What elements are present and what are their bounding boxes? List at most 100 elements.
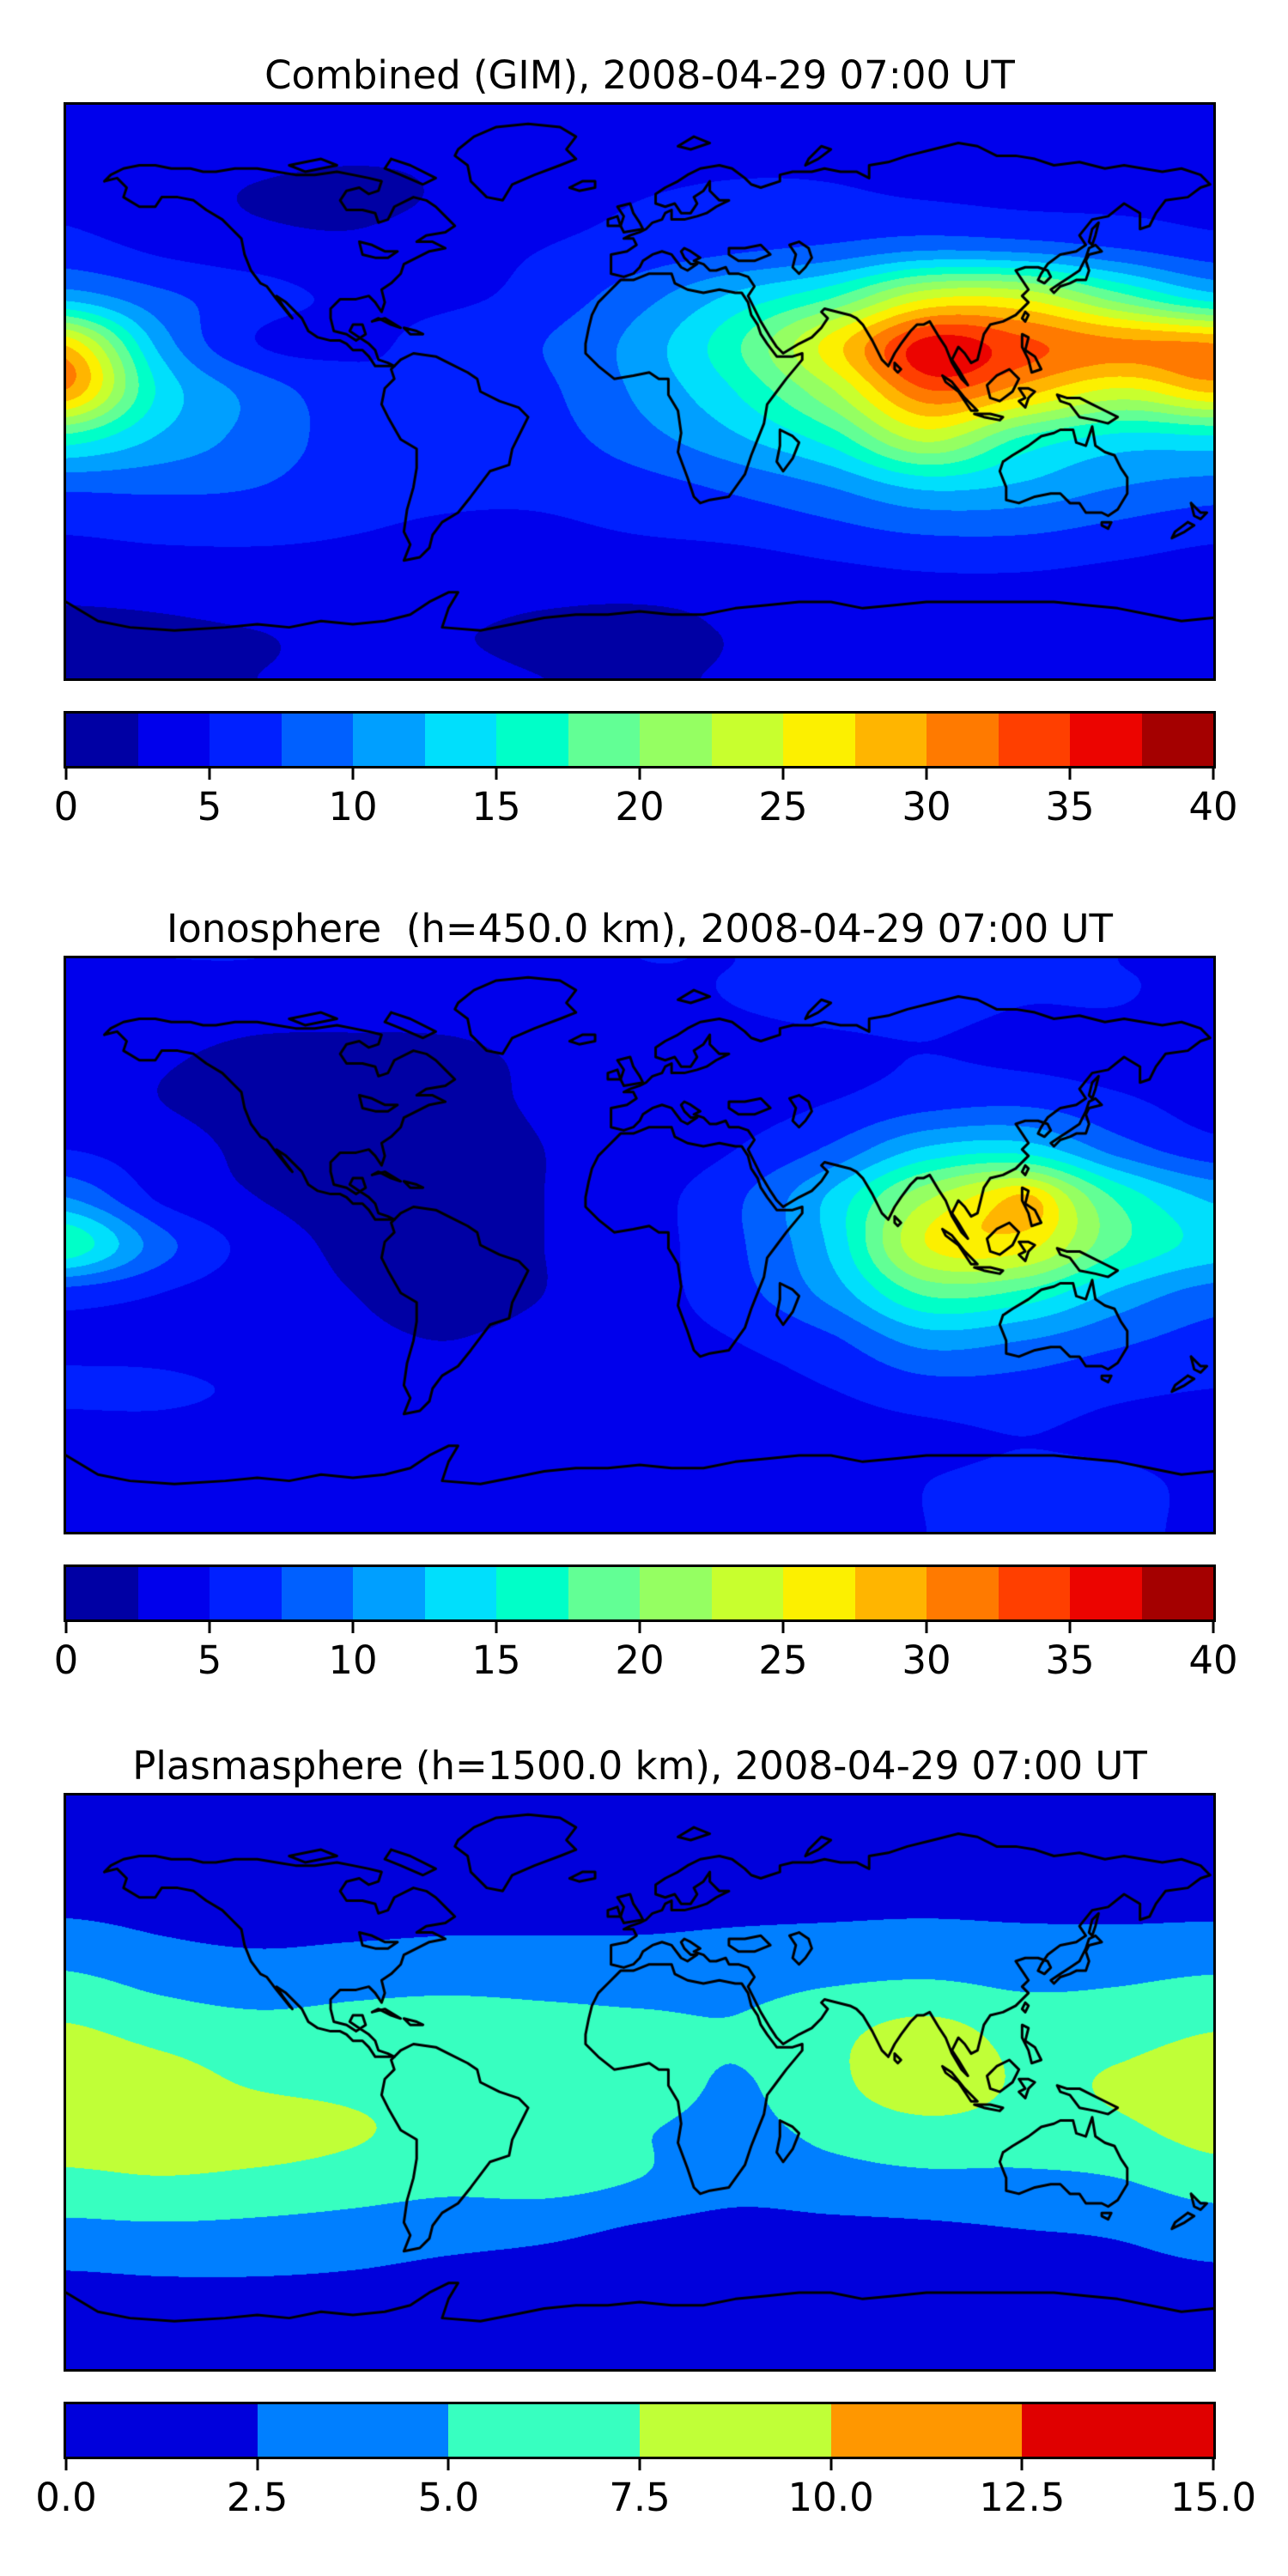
colorbar-tick-label: 20 — [615, 784, 665, 829]
colorbar-tick — [781, 1622, 785, 1633]
colorbar-segment — [496, 714, 568, 766]
colorbar-segment — [568, 714, 640, 766]
colorbar-segment — [496, 1567, 568, 1619]
colorbar-tick — [638, 1622, 641, 1633]
colorbar-segment — [210, 714, 282, 766]
colorbar-tick — [1212, 769, 1215, 780]
colorbar-segment — [1141, 1567, 1213, 1619]
colorbar-tick — [208, 769, 211, 780]
colorbar-plasmasphere — [64, 2402, 1216, 2459]
map-canvas-ionosphere — [66, 958, 1213, 1532]
map-combined-gim — [64, 102, 1216, 681]
colorbar-tick — [256, 2459, 259, 2470]
colorbar-tick-label: 40 — [1188, 784, 1238, 829]
colorbar-segment — [854, 1567, 927, 1619]
colorbar-segment — [281, 1567, 353, 1619]
colorbar-ticks — [64, 1622, 1215, 1633]
colorbar-tick-label: 25 — [758, 1637, 808, 1683]
colorbar-tick — [1212, 1622, 1215, 1633]
colorbar-segment — [210, 1567, 282, 1619]
map-canvas-combined-gim — [66, 105, 1213, 678]
map-ionosphere — [64, 956, 1216, 1534]
colorbar-tick — [781, 769, 785, 780]
colorbar-segment — [281, 714, 353, 766]
colorbar-segment — [1070, 1567, 1142, 1619]
colorbar-ionosphere — [64, 1564, 1216, 1622]
colorbar-tick — [351, 769, 355, 780]
colorbar-segment — [640, 1567, 712, 1619]
colorbar-ticks — [64, 2459, 1215, 2470]
panel-title: Combined (GIM), 2008-04-29 07:00 UT — [264, 52, 1015, 98]
colorbar-segment — [927, 714, 999, 766]
colorbar-segment — [998, 1567, 1070, 1619]
colorbar-segment — [640, 2404, 831, 2457]
colorbar-tick-label: 15 — [471, 1637, 521, 1683]
colorbar-tick — [1068, 769, 1072, 780]
colorbar-segment — [854, 714, 927, 766]
colorbar-segment — [711, 1567, 783, 1619]
colorbar-segment — [711, 714, 783, 766]
colorbar-tick-label: 15 — [471, 784, 521, 829]
colorbar-segment — [1070, 714, 1142, 766]
colorbar-tick-label: 0.0 — [35, 2475, 97, 2520]
colorbar-tick-label: 7.5 — [609, 2475, 671, 2520]
colorbar-tick-label: 10 — [328, 1637, 378, 1683]
colorbar-combined-gim — [64, 711, 1216, 769]
colorbar-tick — [64, 769, 68, 780]
colorbar-tick — [829, 2459, 833, 2470]
colorbar-segment — [998, 714, 1070, 766]
colorbar-segment — [66, 714, 138, 766]
colorbar-tick — [208, 1622, 211, 1633]
colorbar-segment — [424, 714, 496, 766]
colorbar-segment — [1141, 714, 1213, 766]
colorbar-tick — [1068, 1622, 1072, 1633]
colorbar-segment — [783, 714, 855, 766]
colorbar-tick-label: 30 — [902, 1637, 951, 1683]
colorbar-tick — [638, 2459, 641, 2470]
colorbar-tick-label: 10.0 — [787, 2475, 874, 2520]
colorbar-tick-label: 12.5 — [979, 2475, 1066, 2520]
colorbar-segment — [448, 2404, 641, 2457]
colorbar-segment — [66, 1567, 138, 1619]
colorbar-segment — [66, 2404, 258, 2457]
colorbar-segment — [353, 714, 425, 766]
panel-title: Plasmasphere (h=1500.0 km), 2008-04-29 0… — [132, 1743, 1147, 1789]
colorbar-tick — [638, 769, 641, 780]
colorbar-segment — [257, 2404, 449, 2457]
colorbar-segment — [1022, 2404, 1214, 2457]
colorbar-tick — [495, 1622, 498, 1633]
colorbar-tick-label: 5.0 — [417, 2475, 480, 2520]
colorbar-tick-labels: 0 5 10 15 20 25 30 35 40 — [54, 1637, 1238, 1683]
map-plasmasphere — [64, 1793, 1216, 2372]
colorbar-segment — [830, 2404, 1023, 2457]
colorbar-tick-label: 20 — [615, 1637, 665, 1683]
panel-title: Ionosphere (h=450.0 km), 2008-04-29 07:0… — [166, 906, 1114, 951]
colorbar-tick-labels: 0 5 10 15 20 25 30 35 40 — [54, 784, 1238, 829]
map-canvas-plasmasphere — [66, 1795, 1213, 2369]
colorbar-segment — [640, 714, 712, 766]
colorbar-segment — [137, 1567, 210, 1619]
colorbar-tick-labels: 0.0 2.5 5.0 7.5 10.0 12.5 15.0 — [35, 2475, 1256, 2520]
colorbar-tick-label: 35 — [1045, 1637, 1095, 1683]
colorbar-tick-label: 15.0 — [1170, 2475, 1257, 2520]
colorbar-tick-label: 0 — [53, 784, 79, 829]
colorbar-tick — [1020, 2459, 1024, 2470]
colorbar-tick-label: 40 — [1188, 1637, 1238, 1683]
colorbar-ticks — [64, 769, 1215, 780]
colorbar-tick-label: 35 — [1045, 784, 1095, 829]
colorbar-segment — [137, 714, 210, 766]
colorbar-tick-label: 2.5 — [226, 2475, 289, 2520]
colorbar-tick — [351, 1622, 355, 1633]
colorbar-tick-label: 0 — [53, 1637, 79, 1683]
colorbar-segment — [424, 1567, 496, 1619]
colorbar-tick — [925, 769, 928, 780]
colorbar-segment — [927, 1567, 999, 1619]
colorbar-tick — [925, 1622, 928, 1633]
colorbar-tick-label: 30 — [902, 784, 951, 829]
colorbar-tick — [1212, 2459, 1215, 2470]
colorbar-tick — [447, 2459, 450, 2470]
colorbar-tick-label: 10 — [328, 784, 378, 829]
colorbar-segment — [568, 1567, 640, 1619]
colorbar-segment — [783, 1567, 855, 1619]
colorbar-tick-label: 25 — [758, 784, 808, 829]
